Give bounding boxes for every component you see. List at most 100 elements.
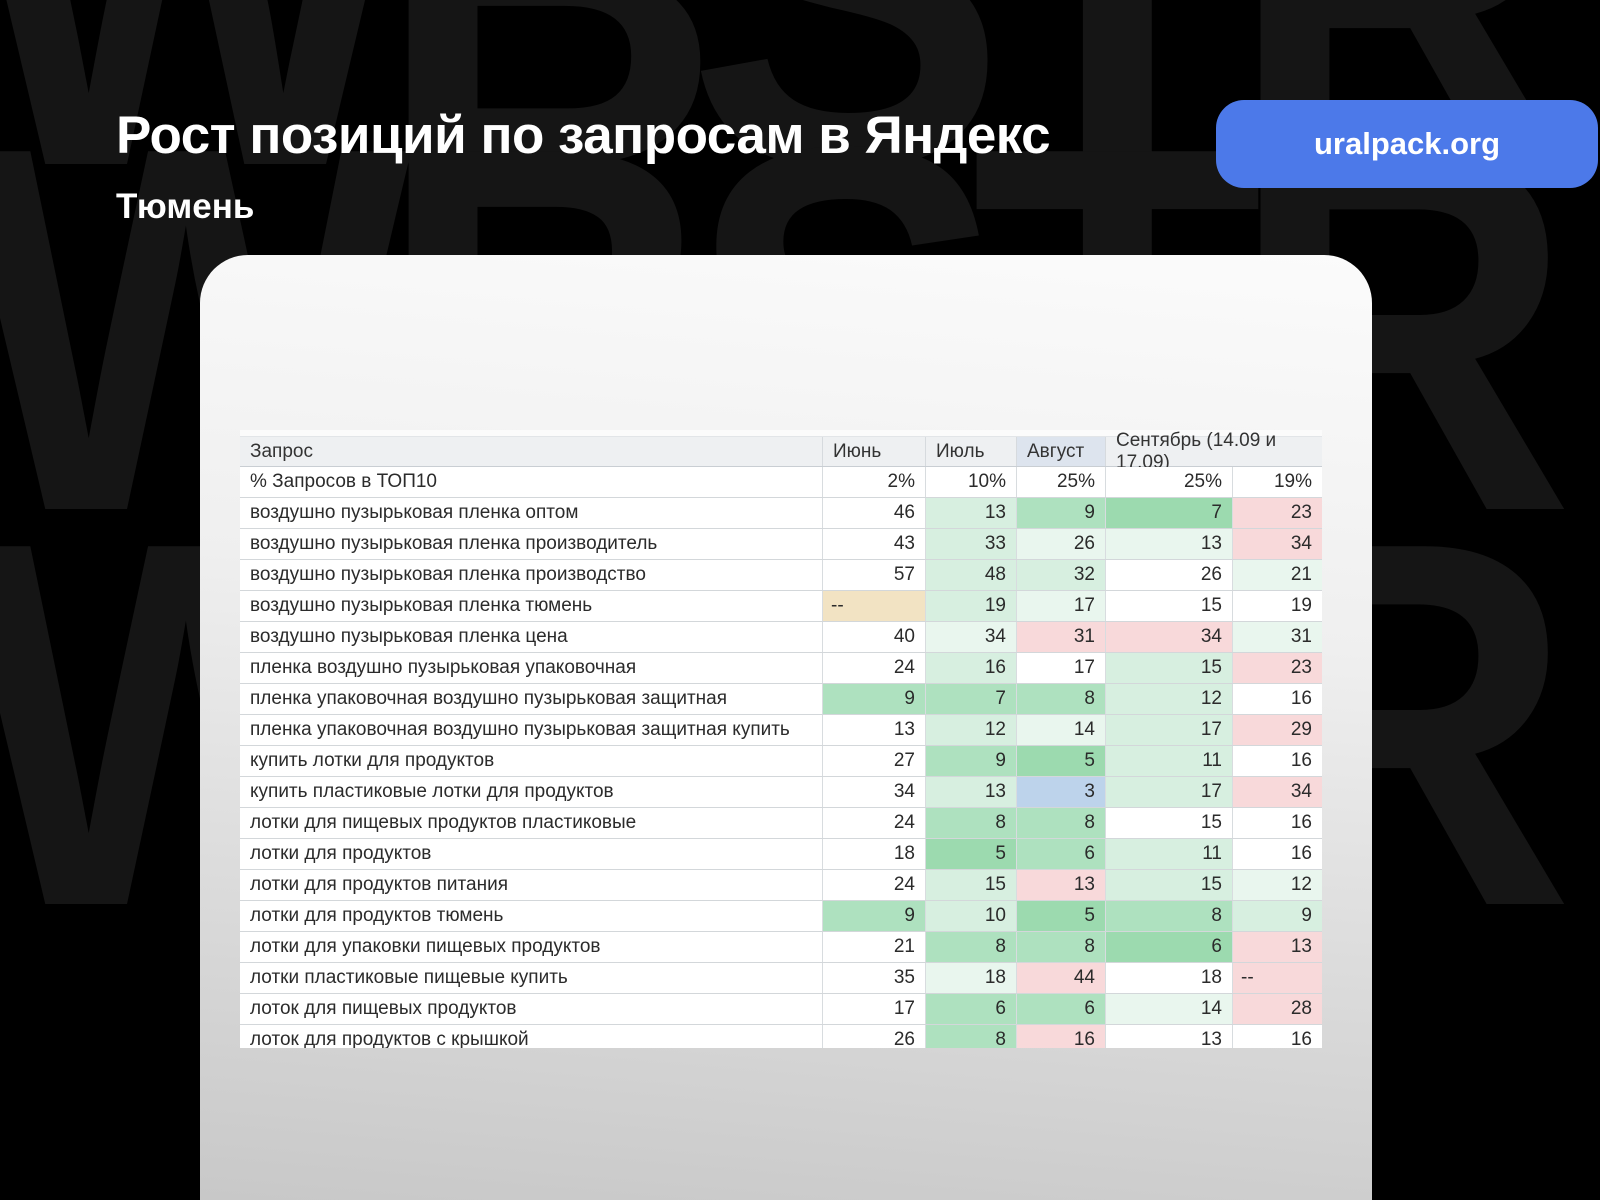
value-cell: -- xyxy=(822,591,925,621)
table-row: лотки для пищевых продуктов пластиковые 2… xyxy=(240,808,1322,839)
page-title: Рост позиций по запросам в Яндекс xyxy=(116,106,1051,165)
value-cell: 27 xyxy=(822,746,925,776)
table-row: лоток для пищевых продуктов 17 6 6 14 28 xyxy=(240,994,1322,1025)
value-cell: 16 xyxy=(1016,1025,1105,1048)
table-row: лотки для продуктов питания 24 15 13 15 12 xyxy=(240,870,1322,901)
value-cell: 8 xyxy=(1016,808,1105,838)
value-cell: 35 xyxy=(822,963,925,993)
value-cell: 21 xyxy=(822,932,925,962)
value-cell: 15 xyxy=(925,870,1016,900)
value-cell: 17 xyxy=(1016,591,1105,621)
value-cell: 10 xyxy=(925,901,1016,931)
value-cell: 28 xyxy=(1232,994,1322,1024)
table-row: купить лотки для продуктов 27 9 5 11 16 xyxy=(240,746,1322,777)
value-cell: 26 xyxy=(1016,529,1105,559)
value-cell: 14 xyxy=(1016,715,1105,745)
table-row: воздушно пузырьковая пленка производител… xyxy=(240,529,1322,560)
table-row: воздушно пузырьковая пленка тюмень -- 19 17… xyxy=(240,591,1322,622)
query-cell: воздушно пузырьковая пленка оптом xyxy=(250,502,579,523)
value-cell: 16 xyxy=(925,653,1016,683)
value-cell: 24 xyxy=(822,653,925,683)
value-cell: 13 xyxy=(925,498,1016,528)
table-row: воздушно пузырьковая пленка производство… xyxy=(240,560,1322,591)
table-row: лотки для упаковки пищевых продуктов 21 8 8… xyxy=(240,932,1322,963)
value-cell: 29 xyxy=(1232,715,1322,745)
query-cell: лоток для продуктов с крышкой xyxy=(250,1029,529,1048)
page-header: Рост позиций по запросам в Яндекс Тюмень xyxy=(116,106,1051,227)
value-cell: 15 xyxy=(1105,870,1232,900)
table-header-row: Запрос Июнь Июль Август Сентябрь (14.09 … xyxy=(240,430,1322,473)
value-cell: 32 xyxy=(1016,560,1105,590)
value-cell: 11 xyxy=(1105,839,1232,869)
query-cell: купить пластиковые лотки для продуктов xyxy=(250,781,614,802)
value-cell: 16 xyxy=(1232,1025,1322,1048)
value-cell: 19 xyxy=(1232,591,1322,621)
value-cell: 23 xyxy=(1232,653,1322,683)
query-cell: лотки для продуктов питания xyxy=(250,874,508,895)
query-cell: лотки пластиковые пищевые купить xyxy=(250,967,568,988)
value-cell: 9 xyxy=(822,901,925,931)
column-header-august: Август xyxy=(1016,437,1105,466)
value-cell: 17 xyxy=(1105,777,1232,807)
value-cell: 31 xyxy=(1016,622,1105,652)
query-cell: лоток для пищевых продуктов xyxy=(250,998,517,1019)
query-cell: % Запросов в ТОП10 xyxy=(250,471,437,492)
value-cell: 9 xyxy=(822,684,925,714)
table-row: купить пластиковые лотки для продуктов 34… xyxy=(240,777,1322,808)
value-cell: 26 xyxy=(822,1025,925,1048)
value-cell: 13 xyxy=(1016,870,1105,900)
table-row: % Запросов в ТОП10 2% 10% 25% 25% 19% xyxy=(240,467,1322,498)
value-cell: 13 xyxy=(1232,932,1322,962)
value-cell: 40 xyxy=(822,622,925,652)
column-header-july: Июль xyxy=(925,437,1016,466)
value-cell: 19 xyxy=(925,591,1016,621)
query-cell: воздушно пузырьковая пленка тюмень xyxy=(250,595,593,616)
value-cell: 48 xyxy=(925,560,1016,590)
query-cell: пленка упаковочная воздушно пузырьковая … xyxy=(250,719,790,740)
value-cell: 17 xyxy=(1105,715,1232,745)
value-cell: 44 xyxy=(1016,963,1105,993)
value-cell: 16 xyxy=(1232,839,1322,869)
query-cell: купить лотки для продуктов xyxy=(250,750,495,771)
table-row: лотки для продуктов 18 5 6 11 16 xyxy=(240,839,1322,870)
table-row: лотки пластиковые пищевые купить 35 18 44 18… xyxy=(240,963,1322,994)
column-header-september: Сентябрь (14.09 и 17.09) xyxy=(1105,430,1322,473)
query-cell: лотки для пищевых продуктов пластиковые xyxy=(250,812,637,833)
value-cell: 12 xyxy=(925,715,1016,745)
value-cell: 11 xyxy=(1105,746,1232,776)
value-cell: 15 xyxy=(1105,653,1232,683)
value-cell: 34 xyxy=(822,777,925,807)
value-cell: 26 xyxy=(1105,560,1232,590)
value-cell: 25% xyxy=(1016,467,1105,497)
value-cell: -- xyxy=(1232,963,1322,993)
value-cell: 12 xyxy=(1232,870,1322,900)
table-row: пленка упаковочная воздушно пузырьковая … xyxy=(240,684,1322,715)
sheet-top-strip xyxy=(240,430,1322,437)
value-cell: 7 xyxy=(1105,498,1232,528)
value-cell: 18 xyxy=(1105,963,1232,993)
value-cell: 24 xyxy=(822,870,925,900)
value-cell: 16 xyxy=(1232,808,1322,838)
value-cell: 13 xyxy=(1105,529,1232,559)
table-row: лотки для продуктов тюмень 9 10 5 8 9 xyxy=(240,901,1322,932)
value-cell: 17 xyxy=(822,994,925,1024)
value-cell: 18 xyxy=(925,963,1016,993)
value-cell: 12 xyxy=(1105,684,1232,714)
value-cell: 5 xyxy=(1016,746,1105,776)
page-subtitle: Тюмень xyxy=(116,186,255,226)
value-cell: 9 xyxy=(1016,498,1105,528)
value-cell: 19% xyxy=(1232,467,1322,497)
value-cell: 34 xyxy=(1232,529,1322,559)
value-cell: 8 xyxy=(1105,901,1232,931)
value-cell: 8 xyxy=(925,1025,1016,1048)
query-cell: пленка воздушно пузырьковая упаковочная xyxy=(250,657,637,678)
site-badge[interactable]: uralpack.org xyxy=(1216,100,1598,188)
value-cell: 34 xyxy=(1105,622,1232,652)
value-cell: 46 xyxy=(822,498,925,528)
value-cell: 43 xyxy=(822,529,925,559)
query-cell: пленка упаковочная воздушно пузырьковая … xyxy=(250,688,728,709)
value-cell: 16 xyxy=(1232,684,1322,714)
value-cell: 15 xyxy=(1105,808,1232,838)
table-row: воздушно пузырьковая пленка оптом 46 13 9 7 2… xyxy=(240,498,1322,529)
